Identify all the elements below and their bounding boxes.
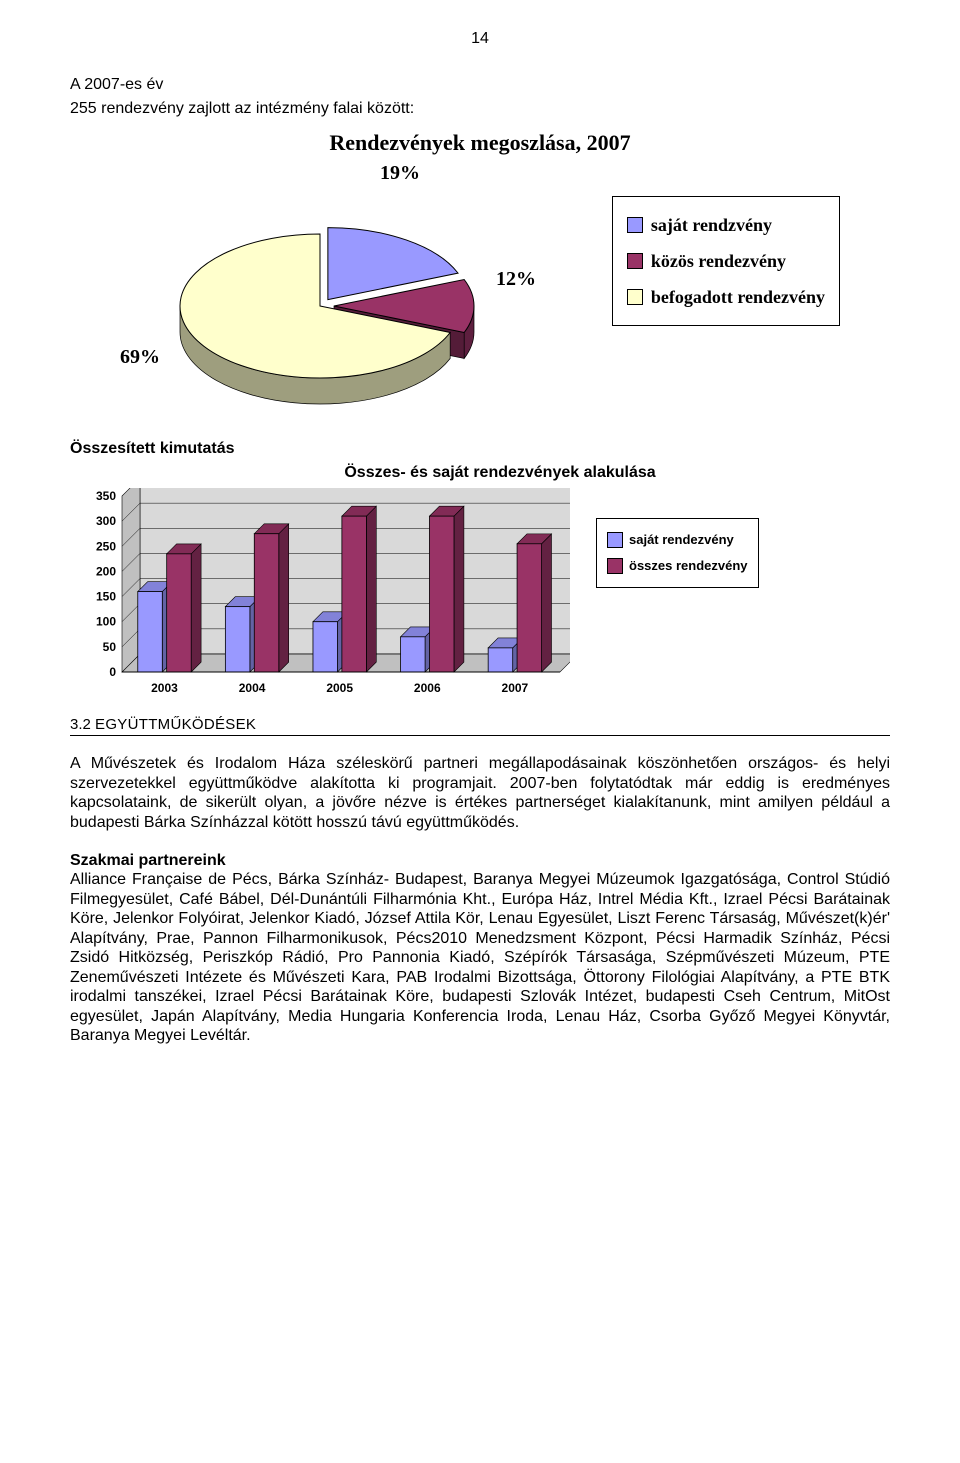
section-title: EGYÜTTMŰKÖDÉSEK: [95, 716, 256, 733]
bar-chart-title: Összes- és saját rendezvények alakulása: [70, 464, 890, 482]
paragraph-2: Alliance Française de Pécs, Bárka Színhá…: [70, 870, 890, 1046]
pie-legend-own: saját rendzvény: [651, 207, 772, 243]
intro-line-2: 255 rendezvény zajlott az intézmény fala…: [70, 100, 890, 118]
svg-text:2007: 2007: [502, 681, 529, 695]
bar-legend-own: saját rendezvény: [629, 527, 734, 553]
summary-heading: Összesített kimutatás: [70, 440, 890, 458]
svg-text:200: 200: [96, 564, 116, 578]
pie-legend-joint: közös rendezvény: [651, 243, 786, 279]
bar-legend: saját rendezvény összes rendezvény: [596, 518, 759, 588]
bar-chart-block: Összes- és saját rendezvények alakulása …: [70, 464, 890, 698]
pie-legend-hosted: befogadott rendezvény: [651, 279, 825, 315]
svg-text:350: 350: [96, 489, 116, 503]
bar-chart: 0 50 100 150 200 250 300 350 2003 2004 2005 2006 200…: [70, 488, 570, 698]
svg-text:100: 100: [96, 615, 116, 629]
svg-text:2006: 2006: [414, 681, 441, 695]
section-number: 3.2: [70, 716, 91, 733]
intro-line-1: A 2007-es év: [70, 76, 890, 94]
section-heading: 3.2 EGYÜTTMŰKÖDÉSEK: [70, 716, 890, 733]
svg-text:250: 250: [96, 539, 116, 553]
pie-swatch-own: [627, 217, 643, 233]
pie-legend: saját rendzvény közös rendezvény befogad…: [612, 196, 840, 326]
section-divider: [70, 735, 890, 736]
svg-text:2003: 2003: [151, 681, 178, 695]
partners-heading: Szakmai partnereink: [70, 852, 890, 870]
svg-text:2004: 2004: [239, 681, 266, 695]
pie-swatch-hosted: [627, 289, 643, 305]
page-number: 14: [70, 30, 890, 48]
paragraph-1: A Művészetek és Irodalom Háza széleskörű…: [70, 754, 890, 832]
svg-text:50: 50: [103, 640, 117, 654]
svg-text:0: 0: [109, 665, 116, 679]
svg-text:300: 300: [96, 514, 116, 528]
pie-svg: [130, 176, 510, 436]
svg-text:150: 150: [96, 590, 116, 604]
bar-legend-total: összes rendezvény: [629, 553, 748, 579]
pie-chart: 19% 12% 69% saját rendzvény közös rendez…: [70, 156, 890, 426]
bar-swatch-total: [607, 558, 623, 574]
svg-text:2005: 2005: [326, 681, 353, 695]
pie-chart-title: Rendezvények megoszlása, 2007: [70, 130, 890, 156]
bar-swatch-own: [607, 532, 623, 548]
pie-swatch-joint: [627, 253, 643, 269]
